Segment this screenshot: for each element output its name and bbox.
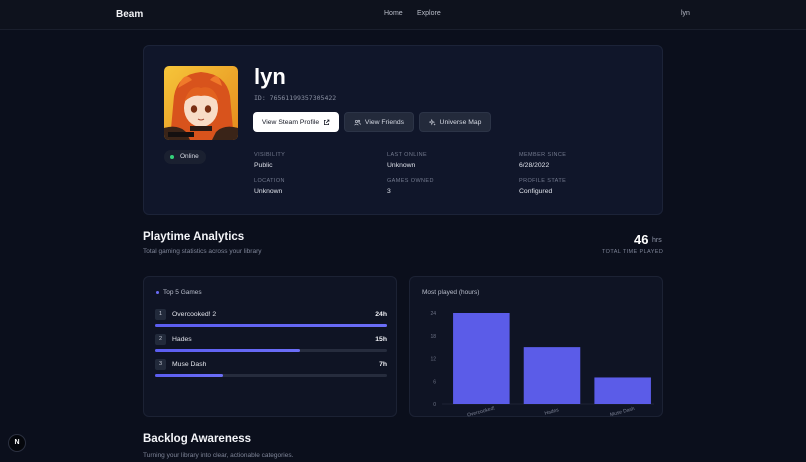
meta-last-online-value: Unknown: [387, 162, 416, 169]
playtime-analytics-subtitle: Total gaming statistics across your libr…: [143, 248, 262, 255]
avatar-illustration: [164, 66, 238, 140]
bar-overcooked[interactable]: [453, 313, 510, 404]
total-time-value: 46: [634, 232, 649, 247]
playtime-progress-fill: [155, 374, 223, 377]
meta-games-owned-value: 3: [387, 188, 391, 195]
nav-link-explore[interactable]: Explore: [417, 10, 441, 17]
framework-badge[interactable]: N: [8, 434, 26, 452]
playtime-progress-track: [155, 349, 387, 352]
playtime-analytics-title: Playtime Analytics: [143, 231, 245, 243]
meta-location-value: Unknown: [254, 188, 283, 195]
rank-badge: 2: [155, 334, 166, 345]
meta-profile-state-label: PROFILE STATE: [519, 178, 567, 184]
universe-map-button[interactable]: Universe Map: [419, 112, 491, 132]
meta-visibility-value: Public: [254, 162, 273, 169]
meta-profile-state-value: Configured: [519, 188, 553, 195]
universe-map-label: Universe Map: [439, 118, 482, 126]
bar-muse-dash[interactable]: [594, 377, 651, 404]
game-name: Muse Dash: [172, 361, 207, 368]
status-badge: Online: [164, 150, 206, 164]
top-games-heading: Top 5 Games: [156, 289, 202, 296]
game-hours: 15h: [375, 336, 387, 343]
most-played-bar-chart: 0 6 12 18 24 Overcooked! Hades Muse Dash: [430, 311, 654, 418]
meta-last-online-label: LAST ONLINE: [387, 152, 428, 158]
online-dot-icon: [170, 155, 174, 159]
avatar: [164, 66, 238, 140]
status-label: Online: [180, 153, 199, 160]
y-tick-label: 0: [433, 402, 436, 408]
bar-hades[interactable]: [523, 347, 581, 404]
view-friends-button[interactable]: View Friends: [344, 112, 414, 132]
most-played-chart-panel: Most played (hours) 0 6 12 18 24 Overcooked! H…: [409, 276, 663, 418]
view-steam-profile-button[interactable]: View Steam Profile: [253, 112, 339, 132]
y-tick-label: 12: [430, 357, 436, 363]
rank-badge: 3: [155, 359, 166, 370]
total-time-label: TOTAL TIME PLAYED: [602, 249, 664, 255]
sparkle-icon: [428, 118, 436, 126]
top-game-row: 3 Muse Dash 7h: [155, 359, 387, 379]
y-tick-label: 24: [430, 311, 436, 317]
meta-location-label: LOCATION: [254, 178, 285, 184]
playtime-progress-fill: [155, 324, 387, 327]
y-tick-label: 6: [433, 379, 436, 385]
playtime-progress-track: [155, 324, 387, 327]
x-tick-label: Hades: [544, 407, 560, 417]
external-link-icon: [324, 119, 330, 125]
nav-user-menu[interactable]: lyn: [681, 10, 690, 17]
meta-member-since-label: MEMBER SINCE: [519, 152, 567, 158]
playtime-progress-track: [155, 374, 387, 377]
game-name: Hades: [172, 336, 192, 343]
y-tick-label: 18: [430, 334, 436, 340]
view-friends-label: View Friends: [364, 118, 405, 126]
x-tick-label: Muse Dash: [609, 406, 635, 418]
backlog-awareness-title: Backlog Awareness: [143, 433, 252, 445]
backlog-awareness-subtitle: Turning your library into clear, actiona…: [143, 452, 294, 459]
friends-icon: [354, 119, 361, 125]
top-games-panel: Top 5 Games 1 Overcooked! 2 24h 2 Hades 15h 3 M…: [143, 276, 397, 417]
brand-logo[interactable]: Beam: [116, 9, 144, 20]
playtime-progress-fill: [155, 349, 300, 352]
game-hours: 7h: [379, 361, 387, 368]
profile-username: lyn: [254, 64, 286, 89]
top-game-row: 2 Hades 15h: [155, 334, 387, 354]
meta-member-since-value: 6/28/2022: [519, 162, 550, 169]
top-nav: Beam Home Explore lyn: [0, 0, 806, 30]
game-name: Overcooked! 2: [172, 311, 217, 318]
nav-link-home[interactable]: Home: [384, 10, 403, 17]
x-tick-label: Overcooked!: [467, 405, 496, 418]
rank-badge: 1: [155, 309, 166, 320]
top-games-heading-label: Top 5 Games: [163, 289, 202, 296]
profile-steam-id: ID: 76561199357305422: [254, 94, 337, 102]
profile-card: Online lyn ID: 76561199357305422 View St…: [143, 45, 663, 215]
top-game-row: 1 Overcooked! 2 24h: [155, 309, 387, 329]
view-steam-profile-label: View Steam Profile: [261, 118, 320, 126]
most-played-chart-heading: Most played (hours): [422, 289, 480, 296]
total-time-unit: hrs: [652, 237, 662, 244]
meta-games-owned-label: GAMES OWNED: [387, 178, 434, 184]
meta-visibility-label: VISIBILITY: [254, 152, 286, 158]
bullet-dot-icon: [156, 290, 159, 294]
game-hours: 24h: [375, 311, 387, 318]
